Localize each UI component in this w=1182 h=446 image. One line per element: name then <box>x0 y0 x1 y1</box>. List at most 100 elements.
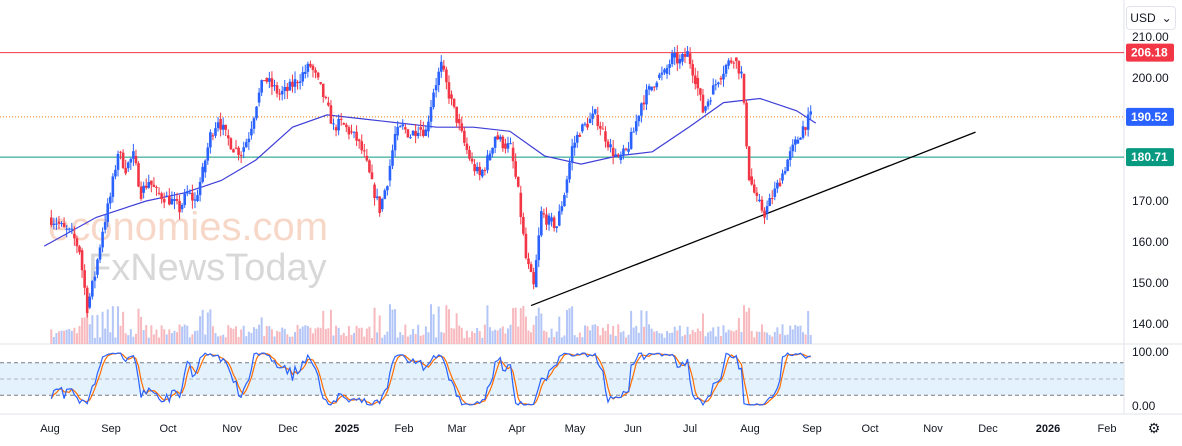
volume-bar <box>91 315 94 344</box>
volume-bar <box>609 334 612 344</box>
candle-body <box>452 98 456 107</box>
volume-bar <box>499 328 502 344</box>
stochastic-oscillator <box>50 352 811 407</box>
candle-body <box>729 60 733 63</box>
candle-body <box>583 123 587 125</box>
volume-bar <box>142 330 145 344</box>
candle-body <box>319 82 322 84</box>
candle-body <box>224 124 228 130</box>
volume-bar <box>270 329 273 344</box>
volume-bar <box>773 331 776 344</box>
candle-body <box>552 217 556 228</box>
candle-body <box>375 196 379 199</box>
candle-body <box>691 64 694 76</box>
candle-body <box>465 143 469 150</box>
candle-body <box>206 147 210 161</box>
volume-bar <box>329 309 332 344</box>
volume-bar <box>286 334 289 344</box>
candle-body <box>778 182 782 187</box>
time-label: Mar <box>448 423 467 435</box>
volume-bar <box>714 336 717 344</box>
price-label-badge <box>1126 43 1174 62</box>
candle-body <box>527 258 530 265</box>
volume-bar <box>537 307 540 344</box>
volume-bar <box>242 325 245 344</box>
volume-bar <box>766 332 769 344</box>
candle-body <box>701 94 705 113</box>
volume-bar <box>378 315 381 344</box>
volume-bar <box>196 330 199 344</box>
volume-bar <box>114 337 117 344</box>
candle-body <box>593 109 597 114</box>
candle-body <box>237 147 240 155</box>
gear-icon[interactable]: ⚙ <box>1147 420 1161 436</box>
candle-body <box>483 170 487 172</box>
volume-bar <box>719 335 722 344</box>
candle-body <box>422 129 425 136</box>
volume-bar <box>776 327 779 344</box>
volume-bar <box>209 309 212 344</box>
volume-bar <box>440 332 443 344</box>
candle-body <box>270 78 274 87</box>
volume-bar <box>373 307 376 344</box>
volume-bar <box>778 334 781 344</box>
candle-body <box>629 132 633 149</box>
candle-body <box>337 118 340 131</box>
candle-body <box>229 138 233 150</box>
candle-body <box>414 130 417 137</box>
candle-body <box>786 159 789 172</box>
volume-bar <box>396 337 399 344</box>
volume-bar <box>571 306 574 344</box>
candle-body <box>534 260 538 288</box>
candle-body <box>324 97 328 99</box>
candle-body <box>391 150 394 166</box>
volume-bar <box>548 337 551 344</box>
candle-body <box>406 129 410 138</box>
candle-body <box>704 106 707 111</box>
volume-bar <box>340 335 343 344</box>
volume-bar <box>260 317 263 344</box>
candle-body <box>475 166 479 172</box>
candle-body <box>137 163 140 187</box>
volume-bar <box>491 330 494 344</box>
volume-bar <box>676 330 679 344</box>
volume-bar <box>99 337 102 344</box>
candle-body <box>321 83 325 98</box>
volume-bar <box>555 331 558 344</box>
candle-body <box>347 127 351 135</box>
volume-bar <box>763 331 766 344</box>
candle-body <box>139 186 143 199</box>
volume-bar <box>181 326 184 344</box>
volume-bar <box>691 329 694 344</box>
candle-body <box>622 148 625 155</box>
candle-body <box>768 198 771 207</box>
price-labels: 206.18 190.52 180.71 <box>1126 43 1174 167</box>
stochastic-k-line <box>50 352 811 407</box>
candle-body <box>88 296 92 308</box>
volume-bar <box>704 336 707 344</box>
volume-bar <box>355 325 358 344</box>
volume-bar <box>424 326 427 344</box>
volume-bar <box>278 331 281 344</box>
time-label: Apr <box>508 423 525 435</box>
price-label-value: 180.71 <box>1131 150 1168 164</box>
volume-bar <box>101 311 104 344</box>
volume-bar <box>578 332 581 344</box>
volume-bar <box>350 334 353 344</box>
candle-body <box>203 160 207 173</box>
volume-bar <box>483 324 486 344</box>
candle-body <box>98 247 102 260</box>
time-label: Sep <box>101 423 121 435</box>
candle-body <box>611 147 615 157</box>
candle-body <box>481 170 484 177</box>
volume-bar <box>799 325 802 344</box>
volume-bar <box>532 324 535 344</box>
currency-selector[interactable]: USD ⌄ <box>1126 6 1176 30</box>
candle-body <box>409 137 412 139</box>
volume-bar <box>794 324 797 344</box>
volume-bar <box>109 332 112 344</box>
volume-bar <box>111 306 114 344</box>
volume-bar <box>206 312 209 344</box>
candle-body <box>614 154 618 157</box>
volume-bar <box>247 331 250 344</box>
